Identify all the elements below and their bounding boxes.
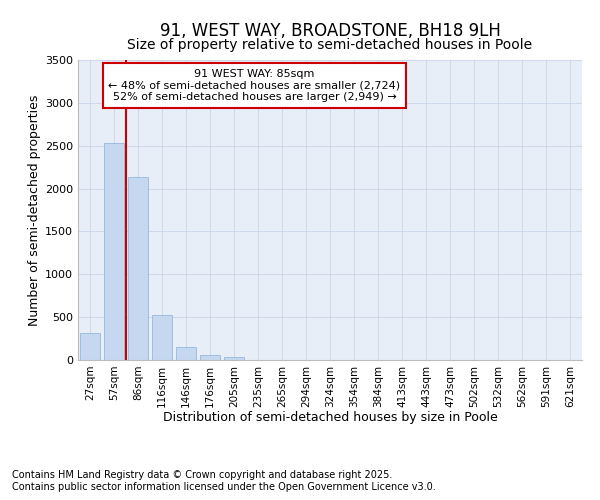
X-axis label: Distribution of semi-detached houses by size in Poole: Distribution of semi-detached houses by …	[163, 411, 497, 424]
Text: 91 WEST WAY: 85sqm
← 48% of semi-detached houses are smaller (2,724)
52% of semi: 91 WEST WAY: 85sqm ← 48% of semi-detache…	[109, 69, 400, 102]
Bar	[152, 314, 172, 360]
Text: Contains HM Land Registry data © Crown copyright and database right 2025.: Contains HM Land Registry data © Crown c…	[12, 470, 392, 480]
Bar	[128, 178, 148, 360]
Bar	[224, 356, 244, 360]
Text: Size of property relative to semi-detached houses in Poole: Size of property relative to semi-detach…	[127, 38, 533, 52]
Bar	[80, 332, 100, 360]
Y-axis label: Number of semi-detached properties: Number of semi-detached properties	[28, 94, 41, 326]
Text: Contains public sector information licensed under the Open Government Licence v3: Contains public sector information licen…	[12, 482, 436, 492]
Bar	[176, 346, 196, 360]
Text: 91, WEST WAY, BROADSTONE, BH18 9LH: 91, WEST WAY, BROADSTONE, BH18 9LH	[160, 22, 500, 40]
Bar	[200, 355, 220, 360]
Bar	[104, 143, 124, 360]
